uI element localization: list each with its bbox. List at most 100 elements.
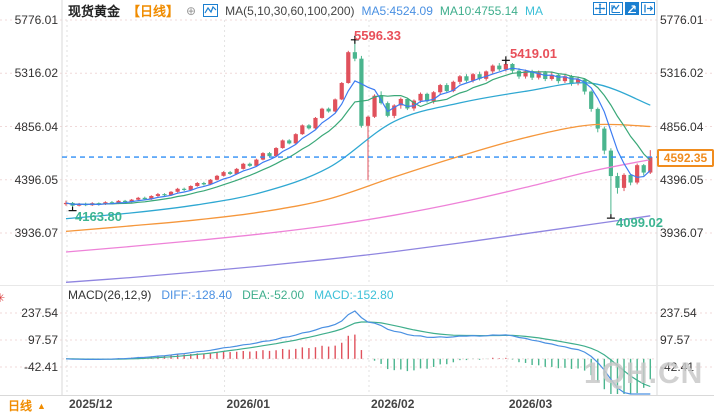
diff-readout: DIFF:-128.40 [161, 288, 233, 302]
axis-tick-label: 5776.01 [660, 13, 704, 27]
axis-tick-label: 237.54 [660, 306, 697, 320]
candle-body [628, 174, 633, 183]
candle-body [175, 188, 180, 192]
chart-header: 现货黄金 【日线】 ⊕ MA(5,10,30,60,100,200) MA5:4… [68, 1, 543, 20]
candle-body [523, 71, 528, 77]
axis-tick-label: 97.57 [660, 332, 691, 347]
candle-body [536, 72, 541, 78]
candle-body [457, 76, 462, 82]
high-annotation: 5596.33 [354, 28, 401, 43]
caret-up-icon: ▲ [37, 400, 46, 411]
expand-icon[interactable]: ⊕ [186, 3, 197, 18]
candle-body [201, 182, 206, 185]
candle-body [556, 74, 561, 82]
axis-scale-icon[interactable] [609, 2, 623, 15]
candle-body [247, 163, 252, 166]
candle-body [392, 105, 397, 116]
candle-body [142, 197, 147, 200]
ma-line [65, 123, 651, 233]
candle-body [562, 76, 568, 82]
candle-body [339, 82, 344, 100]
candle-body [188, 186, 193, 190]
candle-body [641, 165, 646, 173]
period-tag: 【日线】 [127, 4, 180, 19]
last-price-badge: 4592.35 [657, 149, 714, 167]
candle-body [326, 108, 331, 112]
ma-line [65, 82, 651, 220]
candle-body [418, 93, 423, 101]
candle-body [352, 52, 357, 59]
candle-body [306, 125, 312, 129]
axis-tick-label: 237.54 [21, 306, 58, 320]
candle-body [582, 79, 587, 92]
candle-body [648, 157, 653, 173]
date-label: 2025/12 [69, 397, 113, 411]
ma10-readout: MA10:4755.14 [439, 3, 518, 18]
candle-body [267, 153, 272, 157]
axis-tick-label: 5316.02 [660, 66, 704, 81]
macd-line [65, 310, 651, 395]
chart-toolbar [593, 2, 655, 15]
ma5-readout: MA5:4524.09 [361, 3, 433, 18]
candle-body [300, 125, 305, 135]
candle-body [385, 103, 390, 116]
axis-tick-label: 97.57 [27, 332, 58, 347]
date-label: 2026/03 [508, 397, 553, 411]
candle-body [405, 98, 410, 109]
period-label: 日线 [8, 399, 33, 413]
ma-line [65, 158, 651, 253]
export-icon[interactable] [641, 2, 655, 15]
ma-settings-label[interactable]: MA(5,10,30,60,100,200) [225, 3, 355, 18]
candle-body [122, 200, 128, 202]
axis-tick-label: 5776.01 [14, 13, 58, 27]
pan-icon[interactable] [593, 2, 607, 15]
ma-line [65, 67, 651, 206]
candle-body [451, 81, 456, 92]
candle-body [484, 71, 489, 79]
candle-body [497, 65, 502, 70]
candle-body [510, 63, 515, 71]
candle-body [431, 92, 436, 102]
candle-body [470, 74, 476, 81]
candle-body [444, 85, 449, 92]
candle-body [162, 194, 167, 196]
settings-icon[interactable]: ✳ [0, 291, 6, 305]
candle-body [149, 195, 154, 200]
axis-tick-label: 5316.02 [14, 66, 58, 81]
candle-body [77, 203, 82, 206]
candle-body [477, 74, 482, 79]
axis-tick-label: 4856.04 [14, 119, 58, 134]
axis-tick-label: 4856.04 [660, 119, 704, 134]
candle-body [549, 74, 554, 80]
candle-body [208, 179, 213, 185]
macd-settings-label[interactable]: MACD(26,12,9) [68, 288, 152, 302]
candle-body [372, 95, 377, 117]
candle-body [589, 91, 594, 109]
candle-body [333, 99, 338, 112]
candle-body [136, 197, 141, 200]
date-label: 2026/01 [226, 397, 270, 411]
candle-body [116, 200, 121, 204]
candle-body [359, 58, 364, 126]
candle-body [615, 176, 620, 188]
candle-body [241, 163, 246, 169]
dea-readout: DEA:-52.00 [242, 288, 305, 302]
candle-body [346, 52, 351, 83]
candle-body [490, 65, 495, 72]
candle-body [621, 174, 627, 188]
candle-body [516, 70, 522, 77]
candle-body [602, 128, 607, 151]
high-annotation: 5419.01 [510, 46, 557, 61]
axis-tick-label: -42.41 [23, 360, 58, 374]
candle-body [438, 85, 443, 93]
kline-indicator-icon[interactable] [203, 4, 219, 17]
candle-body [273, 148, 279, 157]
candle-body [182, 188, 187, 190]
draw-tools-icon[interactable] [625, 2, 639, 15]
candle-body [221, 172, 226, 176]
candle-body [214, 175, 220, 180]
candle-body [293, 134, 298, 144]
period-selector[interactable]: 日线 ▲ [8, 397, 46, 414]
